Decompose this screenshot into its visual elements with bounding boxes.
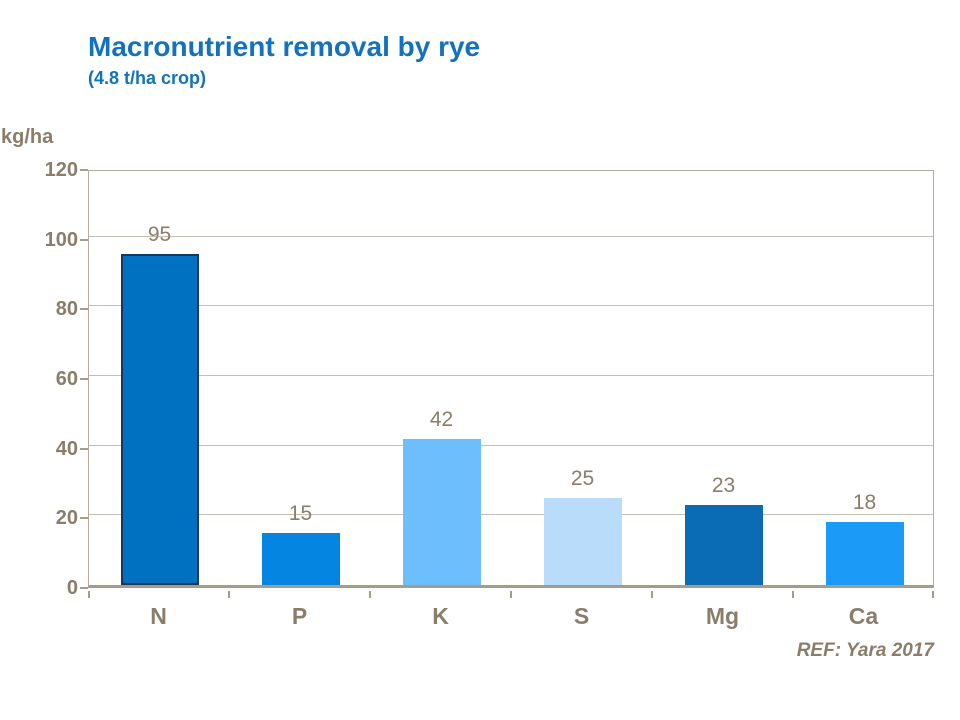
gridline — [89, 514, 933, 516]
x-tick-mark — [651, 591, 653, 598]
x-tick-mark — [932, 591, 934, 598]
y-tick-mark — [80, 517, 88, 520]
x-tick-mark — [792, 591, 794, 598]
y-axis-labels: 0 20 40 60 80 100 120 — [0, 159, 88, 599]
bar-N — [120, 254, 199, 585]
x-category-label-P: P — [291, 603, 308, 629]
bar-value-label-K: 42 — [429, 407, 454, 431]
plot-area: 95 15 42 25 23 18 — [88, 170, 934, 588]
y-tick-mark — [80, 169, 88, 171]
y-tick-label: 120 — [44, 159, 78, 181]
y-tick-label: 60 — [55, 368, 78, 390]
x-category-label-Ca: Ca — [848, 603, 879, 629]
bar-value-label-P: 15 — [288, 501, 313, 525]
bar-S — [543, 497, 622, 585]
y-tick-label: 20 — [55, 507, 78, 530]
x-axis-ticks — [88, 591, 934, 599]
y-tick-label: 100 — [44, 228, 78, 251]
y-tick-mark — [80, 447, 88, 450]
x-axis-labels: N P K S Mg Ca — [88, 603, 934, 633]
bar-value-label-N: 95 — [147, 223, 172, 247]
x-tick-mark — [369, 591, 371, 598]
x-category-label-N: N — [150, 603, 167, 629]
y-tick-label: 80 — [55, 298, 78, 321]
bar-P — [261, 532, 340, 585]
bar-Ca — [825, 522, 904, 585]
gridline — [89, 235, 933, 237]
y-tick-mark — [80, 308, 88, 311]
y-axis-unit-label: kg/ha — [1, 126, 54, 148]
y-tick-label: 0 — [66, 577, 78, 599]
bar-K — [402, 438, 481, 585]
chart-title: Macronutrient removal by rye — [88, 31, 481, 62]
gridline — [89, 375, 933, 376]
bar-value-label-Mg: 23 — [711, 473, 736, 497]
bar-Mg — [684, 504, 763, 585]
y-tick-mark — [80, 378, 88, 380]
reference-note: REF: Yara 2017 — [796, 640, 934, 661]
bar-value-label-Ca: 18 — [852, 491, 877, 515]
x-category-label-Mg: Mg — [705, 603, 740, 629]
chart-subtitle: (4.8 t/ha crop) — [88, 68, 207, 88]
gridline — [89, 305, 933, 307]
x-tick-mark — [228, 591, 230, 598]
bar-value-label-S: 25 — [570, 466, 595, 490]
y-tick-label: 40 — [55, 437, 78, 460]
x-tick-mark — [88, 591, 90, 598]
x-tick-mark — [510, 591, 512, 598]
y-tick-mark — [80, 587, 88, 589]
x-category-label-S: S — [573, 603, 590, 629]
gridline — [89, 444, 933, 446]
x-category-label-K: K — [432, 603, 449, 629]
y-tick-mark — [80, 238, 88, 241]
